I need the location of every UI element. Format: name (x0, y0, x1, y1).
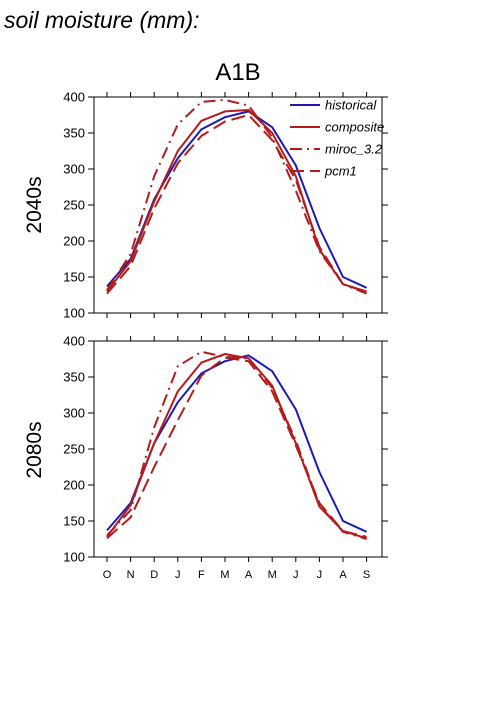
x-tick-label: A (245, 569, 253, 581)
panel-2080s: 2080s 100 150 200 250 300 350 400 O N D J F M A M J J A S (23, 334, 388, 581)
y-tick-label: 150 (63, 270, 85, 285)
y-tick-label: 300 (63, 406, 85, 421)
series-lines-2040s (106, 98, 368, 295)
x-tick-label: J (293, 569, 299, 581)
x-tick-label: D (150, 569, 158, 581)
legend-label-pcm1: pcm1 (324, 164, 357, 179)
x-tick-label: F (198, 569, 205, 581)
series-line-historical (106, 354, 368, 533)
y-axis-2080s: 100 150 200 250 300 350 400 (63, 334, 388, 565)
series-line-pcm1 (106, 356, 367, 540)
x-tick-label: A (339, 569, 347, 581)
y-tick-label: 150 (63, 514, 85, 529)
x-tick-label: M (220, 569, 229, 581)
legend-label-composite: composite (325, 120, 384, 135)
y-tick-label: 250 (63, 198, 85, 213)
y-tick-label: 200 (63, 234, 85, 249)
x-axis-2040s (106, 92, 368, 318)
x-tick-label: J (317, 569, 323, 581)
scenario-title: A1B (215, 59, 260, 86)
panel-2040s: 2040s 100 150 200 250 300 350 400 historical co… (23, 90, 388, 321)
y-tick-label: 250 (63, 442, 85, 457)
row-label-2040s: 2040s (23, 176, 46, 233)
series-line-composite (106, 353, 367, 540)
legend: historical composite miroc_3.2 pcm1 (290, 98, 384, 179)
series-line-miroc-3-2 (106, 98, 367, 295)
y-tick-label: 350 (63, 370, 85, 385)
y-tick-label: 300 (63, 162, 85, 177)
y-tick-label: 350 (63, 126, 85, 141)
legend-label-miroc-3-2: miroc_3.2 (325, 142, 383, 157)
x-tick-label: M (268, 569, 277, 581)
y-tick-label: 400 (63, 90, 85, 105)
x-tick-label: N (127, 569, 135, 581)
series-lines-2080s (106, 350, 368, 540)
y-tick-label: 100 (63, 550, 85, 565)
row-label-2080s: 2080s (23, 421, 46, 478)
x-tick-label: S (363, 569, 370, 581)
x-tick-label: O (103, 569, 112, 581)
y-tick-label: 200 (63, 478, 85, 493)
series-line-composite (106, 109, 367, 293)
y-tick-label: 400 (63, 334, 85, 349)
series-line-pcm1 (106, 114, 367, 295)
x-tick-label: J (175, 569, 181, 581)
y-axis-2040s: 100 150 200 250 300 350 400 (63, 90, 388, 321)
y-tick-label: 100 (63, 306, 85, 321)
series-line-miroc-3-2 (106, 350, 367, 540)
figure-title: soil moisture (mm): (4, 7, 200, 33)
legend-label-historical: historical (325, 98, 377, 113)
